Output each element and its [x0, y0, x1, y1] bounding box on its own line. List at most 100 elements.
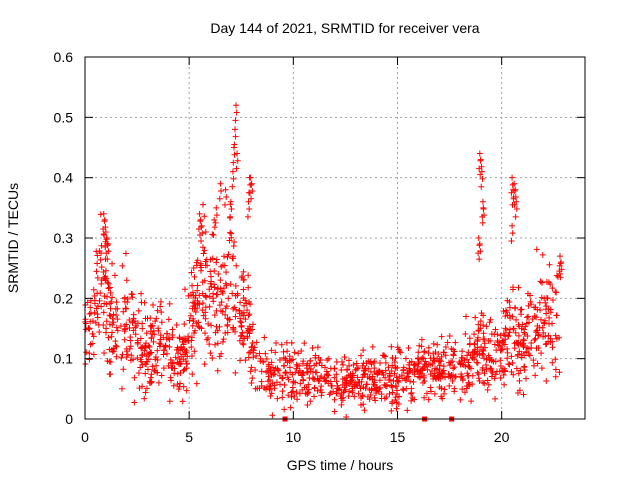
data-point — [161, 346, 168, 353]
data-point — [174, 381, 181, 388]
data-point — [100, 210, 107, 217]
data-point — [253, 352, 260, 359]
data-point — [488, 366, 495, 373]
data-point — [343, 367, 350, 374]
data-point — [331, 396, 338, 403]
data-point — [262, 350, 269, 357]
data-point — [434, 341, 441, 348]
data-point — [537, 316, 544, 323]
data-point — [93, 268, 100, 275]
data-point — [361, 407, 368, 414]
data-point — [355, 364, 362, 371]
data-point — [83, 349, 90, 356]
data-point — [475, 328, 482, 335]
data-point — [341, 354, 348, 361]
data-point — [513, 316, 520, 323]
data-point — [207, 350, 214, 357]
data-point — [506, 304, 513, 311]
data-point — [351, 381, 358, 388]
y-tick-label: 0.4 — [54, 170, 74, 186]
data-point — [148, 378, 155, 385]
data-point — [158, 372, 165, 379]
data-point — [480, 336, 487, 343]
data-point — [474, 360, 481, 367]
data-point — [247, 368, 254, 375]
data-point — [314, 387, 321, 394]
data-point — [213, 307, 220, 314]
data-point — [318, 362, 325, 369]
data-point — [481, 370, 488, 377]
data-point — [502, 313, 509, 320]
data-point — [152, 368, 159, 375]
data-point — [479, 198, 486, 205]
data-point — [276, 357, 283, 364]
data-point — [429, 361, 436, 368]
data-point — [528, 301, 535, 308]
data-point — [535, 344, 542, 351]
data-point — [383, 394, 390, 401]
data-point — [216, 195, 223, 202]
data-point — [198, 264, 205, 271]
data-point — [231, 141, 238, 148]
chart-title: Day 144 of 2021, SRMTID for receiver ver… — [210, 20, 479, 36]
data-point — [143, 361, 150, 368]
data-point — [240, 341, 247, 348]
data-point — [268, 347, 275, 354]
data-point — [345, 357, 352, 364]
data-point — [421, 349, 428, 356]
data-point — [430, 375, 437, 382]
data-point — [470, 348, 477, 355]
data-point — [123, 321, 130, 328]
data-point — [232, 369, 239, 376]
data-point — [281, 406, 288, 413]
data-point — [403, 385, 410, 392]
data-point — [239, 329, 246, 336]
data-point — [113, 343, 120, 350]
data-point — [174, 370, 181, 377]
data-point — [376, 377, 383, 384]
data-point — [464, 370, 471, 377]
data-point — [450, 352, 457, 359]
data-point — [480, 379, 487, 386]
data-point — [174, 359, 181, 366]
data-point — [234, 150, 241, 157]
data-point — [327, 378, 334, 385]
data-point — [552, 373, 559, 380]
data-point — [534, 360, 541, 367]
data-point — [305, 390, 312, 397]
data-point — [86, 356, 93, 363]
data-point — [504, 349, 511, 356]
data-point — [421, 394, 428, 401]
data-point — [107, 289, 114, 296]
data-point — [135, 307, 142, 314]
data-point — [549, 320, 556, 327]
data-point — [212, 341, 219, 348]
data-point — [214, 327, 221, 334]
data-point — [520, 391, 527, 398]
data-point — [225, 295, 232, 302]
data-point — [316, 377, 323, 384]
data-point — [169, 360, 176, 367]
data-point — [98, 277, 105, 284]
data-point — [274, 395, 281, 402]
data-point — [222, 330, 229, 337]
data-point — [507, 326, 514, 333]
data-point — [207, 273, 214, 280]
data-point — [229, 183, 236, 190]
data-point — [252, 366, 259, 373]
data-point — [461, 389, 468, 396]
data-point — [404, 370, 411, 377]
data-point — [516, 348, 523, 355]
data-point — [246, 330, 253, 337]
data-point — [452, 373, 459, 380]
data-point — [109, 260, 116, 267]
data-point — [103, 318, 110, 325]
y-tick-label: 0.2 — [54, 290, 74, 306]
data-point — [219, 338, 226, 345]
data-point — [295, 350, 302, 357]
data-point — [476, 378, 483, 385]
data-point — [518, 354, 525, 361]
data-point — [386, 390, 393, 397]
data-point — [552, 366, 559, 373]
data-point — [134, 354, 141, 361]
